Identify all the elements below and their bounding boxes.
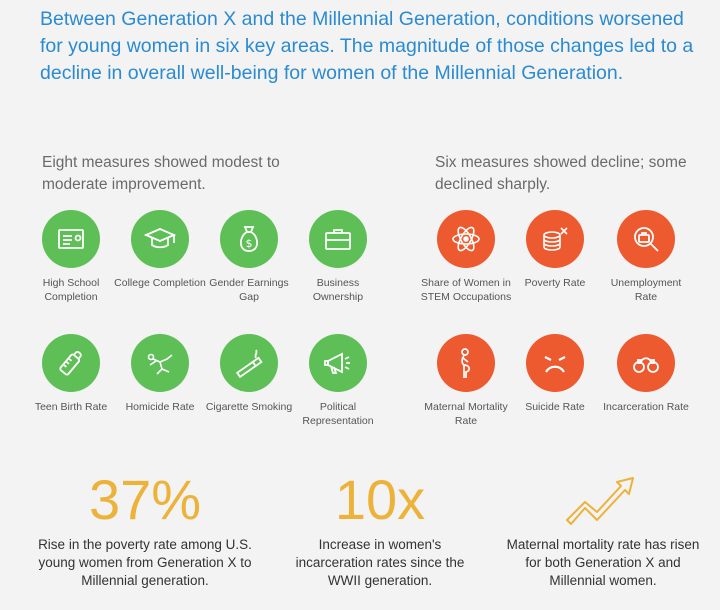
measure-label: College Completion bbox=[114, 277, 206, 289]
chalk-outline-icon bbox=[131, 334, 189, 392]
atom-icon bbox=[437, 210, 495, 268]
graduation-cap-icon bbox=[131, 210, 189, 268]
pregnant-woman-icon bbox=[437, 334, 495, 392]
job-search-icon bbox=[617, 210, 675, 268]
megaphone-icon bbox=[309, 334, 367, 392]
measure-college-completion: College Completion bbox=[114, 210, 206, 290]
measure-label: Suicide Rate bbox=[525, 401, 585, 413]
measure-label: Share of Women in STEM Occupations bbox=[420, 277, 512, 303]
stat-incarceration: 10x Increase in women's incarceration ra… bbox=[285, 470, 475, 590]
measure-poverty-rate: Poverty Rate bbox=[509, 210, 601, 290]
measure-label: High School Completion bbox=[42, 277, 100, 303]
measure-business-ownership: Business Ownership bbox=[292, 210, 384, 304]
measure-label: Cigarette Smoking bbox=[205, 401, 293, 413]
measure-incarceration-rate: Incarceration Rate bbox=[600, 334, 692, 414]
measure-unemployment-rate: Unemployment Rate bbox=[600, 210, 692, 304]
headline: Between Generation X and the Millennial … bbox=[40, 8, 694, 84]
measure-political-representation: Political Representation bbox=[292, 334, 384, 428]
measure-cigarette-smoking: Cigarette Smoking bbox=[203, 334, 295, 414]
stat-poverty: 37% Rise in the poverty rate among U.S. … bbox=[20, 470, 270, 590]
money-bag-icon: $ bbox=[220, 210, 278, 268]
measure-label: Homicide Rate bbox=[125, 401, 195, 413]
measure-suicide-rate: Suicide Rate bbox=[509, 334, 601, 414]
cigarette-icon bbox=[220, 334, 278, 392]
measure-high-school-completion: High School Completion bbox=[25, 210, 117, 304]
diploma-icon bbox=[42, 210, 100, 268]
measure-label: Unemployment Rate bbox=[610, 277, 682, 303]
measure-label: Political Representation bbox=[302, 401, 374, 427]
measure-gender-earnings-gap: $ Gender Earnings Gap bbox=[203, 210, 295, 304]
improvement-heading: Eight measures showed modest to moderate… bbox=[42, 154, 280, 193]
coins-icon bbox=[526, 210, 584, 268]
measure-women-in-stem: Share of Women in STEM Occupations bbox=[418, 210, 514, 304]
rising-arrow-icon bbox=[498, 470, 708, 530]
svg-text:$: $ bbox=[246, 237, 253, 250]
stat-maternal-mortality: Maternal mortality rate has risen for bo… bbox=[498, 470, 708, 590]
measure-label: Business Ownership bbox=[312, 277, 364, 303]
measure-label: Maternal Mortality Rate bbox=[424, 401, 508, 427]
stat-description: Maternal mortality rate has risen for bo… bbox=[506, 537, 700, 588]
measure-teen-birth-rate: Teen Birth Rate bbox=[25, 334, 117, 414]
sad-face-icon bbox=[526, 334, 584, 392]
stat-description: Increase in women's incarceration rates … bbox=[295, 537, 465, 588]
measure-label: Teen Birth Rate bbox=[34, 401, 108, 413]
measure-maternal-mortality: Maternal Mortality Rate bbox=[418, 334, 514, 428]
briefcase-icon bbox=[309, 210, 367, 268]
measure-label: Incarceration Rate bbox=[603, 401, 689, 413]
decline-heading: Six measures showed decline; some declin… bbox=[435, 154, 687, 193]
handcuffs-icon bbox=[617, 334, 675, 392]
measure-label: Gender Earnings Gap bbox=[209, 277, 289, 303]
baby-bottle-icon bbox=[42, 334, 100, 392]
stat-value: 37% bbox=[88, 468, 202, 531]
stat-value: 10x bbox=[334, 468, 426, 531]
stat-description: Rise in the poverty rate among U.S. youn… bbox=[38, 537, 252, 588]
measure-homicide-rate: Homicide Rate bbox=[114, 334, 206, 414]
measure-label: Poverty Rate bbox=[524, 277, 586, 289]
